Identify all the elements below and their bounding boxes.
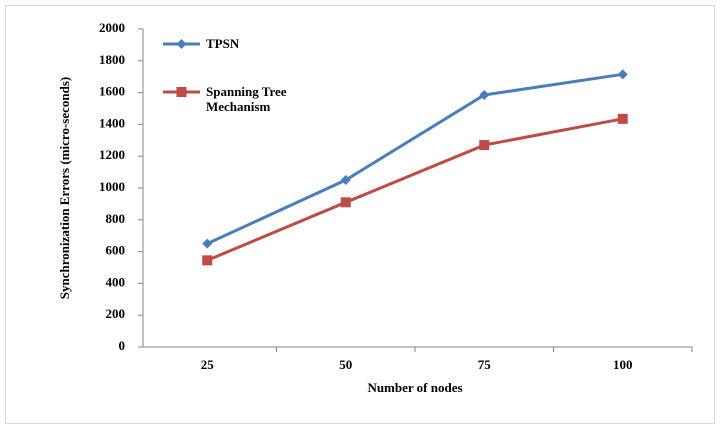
y-tick-label: 800 xyxy=(106,211,126,226)
y-axis-title: Synchronization Errors (micro-seconds) xyxy=(57,77,72,299)
marker xyxy=(617,113,628,124)
marker xyxy=(479,140,490,151)
x-tick-label: 75 xyxy=(478,357,492,372)
marker xyxy=(340,175,351,186)
y-tick-label: 1800 xyxy=(99,52,125,67)
legend-label: TPSN xyxy=(206,36,240,51)
legend-marker xyxy=(176,39,187,49)
chart-border xyxy=(5,5,715,424)
x-axis-title: Number of nodes xyxy=(367,380,462,395)
x-tick-label: 50 xyxy=(339,357,352,372)
y-tick-label: 2000 xyxy=(99,20,125,35)
y-tick-label: 1000 xyxy=(99,179,125,194)
series-line xyxy=(206,117,624,262)
x-tick-label: 100 xyxy=(613,357,633,372)
y-tick-label: 1600 xyxy=(99,84,125,99)
y-tick-label: 400 xyxy=(106,274,126,289)
y-tick-label: 1400 xyxy=(99,115,125,130)
series-line xyxy=(206,72,623,246)
x-tick-label: 25 xyxy=(201,357,215,372)
marker xyxy=(202,255,213,266)
y-tick-label: 1200 xyxy=(99,147,125,162)
marker xyxy=(479,89,490,100)
y-tick-label: 600 xyxy=(106,243,126,258)
marker xyxy=(340,197,351,208)
y-tick-label: 200 xyxy=(106,306,126,321)
marker xyxy=(617,69,628,80)
marker xyxy=(202,238,213,249)
legend-marker xyxy=(176,87,187,97)
legend-label: Spanning Tree Mechanism xyxy=(206,84,287,114)
y-tick-label: 0 xyxy=(119,338,126,353)
